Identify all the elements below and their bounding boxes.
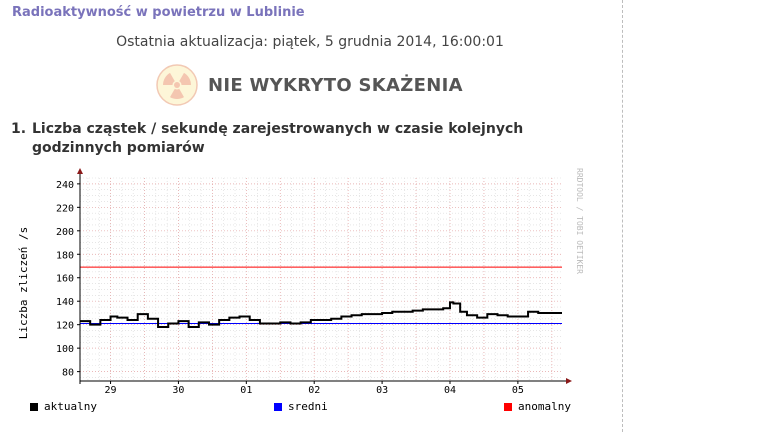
chart-reference-lines bbox=[80, 266, 562, 325]
legend-swatch-aktualny bbox=[30, 402, 38, 411]
y-tick-label: 220 bbox=[56, 203, 74, 214]
x-tick-label: 05 bbox=[512, 385, 524, 396]
legend-item-anomalny: anomalny bbox=[504, 400, 571, 413]
site-title: Radioaktywność w powietrzu w Lublinie bbox=[12, 5, 305, 20]
series-line-aktualny bbox=[80, 301, 562, 329]
last-update-text: Ostatnia aktualizacja: piątek, 5 grudnia… bbox=[116, 34, 504, 50]
x-tick-label: 30 bbox=[172, 385, 184, 396]
chart-axes bbox=[77, 168, 572, 384]
legend-swatch-anomalny bbox=[504, 402, 512, 411]
status-text: NIE WYKRYTO SKAŻENIA bbox=[208, 74, 463, 96]
x-axis-arrow bbox=[566, 378, 572, 384]
legend-swatch-sredni bbox=[274, 402, 282, 411]
y-tick-label: 160 bbox=[56, 274, 74, 285]
x-tick-label: 01 bbox=[240, 385, 252, 396]
y-tick-label: 200 bbox=[56, 227, 74, 238]
legend-item-sredni: sredni bbox=[274, 400, 328, 413]
y-tick-label: 240 bbox=[56, 180, 74, 191]
legend-item-aktualny: aktualny bbox=[30, 400, 97, 413]
y-tick-label: 180 bbox=[56, 250, 74, 261]
y-tick-label: 100 bbox=[56, 344, 74, 355]
y-axis-label: Liczba zliczeń /s bbox=[17, 227, 30, 340]
y-tick-label: 140 bbox=[56, 297, 74, 308]
y-axis-arrow bbox=[77, 168, 83, 174]
divider bbox=[622, 0, 623, 432]
legend-label-sredni: sredni bbox=[288, 400, 328, 413]
x-tick-label: 04 bbox=[444, 385, 456, 396]
y-tick-label: 80 bbox=[62, 368, 74, 379]
y-tick-label: 120 bbox=[56, 321, 74, 332]
rrdtool-watermark: RRDTOOL / TOBI OETIKER bbox=[575, 168, 584, 274]
chart-tick-labels: 80 100 120 140 160 180 200 220 240 29 30 01 02 03 04 05 bbox=[56, 180, 524, 396]
x-tick-label: 03 bbox=[376, 385, 388, 396]
section-number: 1. bbox=[11, 121, 27, 137]
section-heading: 1. Liczba cząstek / sekundę zarejestrowa… bbox=[11, 120, 571, 158]
chart-major-grid bbox=[80, 178, 562, 381]
x-tick-label: 02 bbox=[308, 385, 320, 396]
status-banner: NIE WYKRYTO SKAŻENIA bbox=[156, 64, 463, 106]
radiation-icon bbox=[156, 64, 198, 106]
section-title: Liczba cząstek / sekundę zarejestrowanyc… bbox=[32, 121, 524, 156]
legend-label-anomalny: anomalny bbox=[518, 400, 571, 413]
x-tick-label: 29 bbox=[105, 385, 117, 396]
chart-minor-grid bbox=[80, 177, 562, 381]
legend-label-aktualny: aktualny bbox=[44, 400, 97, 413]
